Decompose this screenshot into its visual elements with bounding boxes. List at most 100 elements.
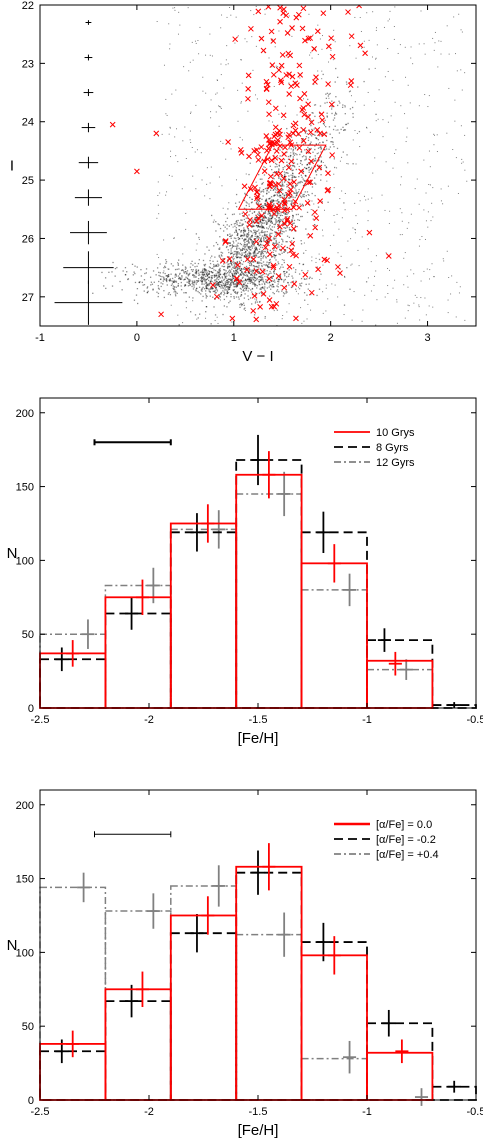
field-star <box>283 158 286 161</box>
field-star <box>204 268 206 270</box>
field-star <box>292 267 295 269</box>
field-star <box>420 297 422 299</box>
field-star <box>216 278 218 280</box>
field-star <box>240 235 242 238</box>
marker-stroke <box>258 35 265 42</box>
field-star <box>243 256 245 258</box>
red-star-marker <box>266 235 272 242</box>
field-star <box>290 195 293 197</box>
marker-stroke <box>280 112 287 119</box>
field-star <box>182 140 184 142</box>
field-star <box>225 220 227 223</box>
field-star <box>236 293 238 295</box>
field-star <box>260 276 262 279</box>
field-star <box>239 272 242 275</box>
red-star-marker <box>250 307 257 314</box>
field-star <box>256 222 259 224</box>
red-star-marker <box>266 275 273 282</box>
red-star-marker <box>245 86 251 92</box>
field-star <box>243 285 245 288</box>
field-star <box>134 272 136 275</box>
field-star <box>308 169 310 171</box>
field-star <box>282 314 284 316</box>
field-star <box>259 220 261 222</box>
field-star <box>267 228 269 230</box>
field-star <box>228 286 230 289</box>
field-star <box>203 270 206 272</box>
field-star <box>244 282 246 284</box>
field-star <box>350 264 352 266</box>
field-star <box>305 175 307 177</box>
series-dashdot <box>39 865 429 1106</box>
red-star-marker <box>277 223 283 230</box>
field-star <box>248 203 250 205</box>
marker-stroke <box>279 52 286 58</box>
field-star <box>240 229 243 232</box>
field-star <box>271 222 273 224</box>
field-star <box>354 232 356 234</box>
field-star <box>421 236 423 238</box>
field-star <box>242 235 244 237</box>
field-star <box>246 225 248 227</box>
field-star <box>246 248 248 250</box>
field-star <box>344 129 347 131</box>
field-star <box>280 250 282 252</box>
field-star <box>243 229 245 231</box>
field-star <box>211 280 213 283</box>
field-star <box>207 283 209 285</box>
field-star <box>279 204 281 206</box>
field-star <box>228 278 230 281</box>
error-bar <box>55 647 69 672</box>
field-star <box>261 159 263 162</box>
field-star <box>234 291 237 293</box>
field-star <box>187 278 189 280</box>
field-star <box>295 147 297 149</box>
field-star <box>261 276 264 279</box>
field-star <box>206 274 209 276</box>
field-star <box>392 167 394 169</box>
field-star <box>419 319 421 321</box>
field-star <box>258 272 261 274</box>
field-star <box>258 264 260 267</box>
field-star <box>228 263 230 265</box>
field-star <box>258 221 260 223</box>
field-star <box>293 219 296 222</box>
field-star <box>292 149 294 152</box>
field-star <box>218 248 220 250</box>
red-star-marker <box>238 150 245 156</box>
field-star <box>244 246 247 248</box>
field-star <box>273 154 275 156</box>
field-star <box>334 125 336 127</box>
field-star <box>201 287 203 290</box>
field-star <box>258 261 260 263</box>
field-star <box>240 303 242 305</box>
field-star <box>258 237 260 239</box>
red-star-marker <box>254 193 261 200</box>
field-star <box>262 226 264 228</box>
field-star <box>206 167 208 169</box>
field-star <box>201 269 204 272</box>
field-star <box>183 272 185 274</box>
field-star <box>186 272 188 274</box>
field-star <box>198 286 201 288</box>
field-star <box>248 242 250 244</box>
field-star <box>253 274 256 277</box>
field-star <box>251 277 253 279</box>
field-star <box>292 277 294 279</box>
field-star <box>183 271 185 273</box>
field-star <box>205 54 207 56</box>
field-star <box>407 304 409 306</box>
field-star <box>291 169 293 172</box>
error-bar <box>54 280 123 325</box>
field-star <box>255 237 257 240</box>
field-star <box>218 285 221 287</box>
red-star-marker <box>284 216 291 222</box>
field-star <box>266 234 268 236</box>
field-star <box>204 274 206 276</box>
field-star <box>262 286 264 288</box>
field-star <box>427 226 429 228</box>
marker-stroke <box>251 293 258 299</box>
field-star <box>229 271 232 273</box>
marker-stroke <box>267 183 273 190</box>
field-star <box>197 280 199 282</box>
